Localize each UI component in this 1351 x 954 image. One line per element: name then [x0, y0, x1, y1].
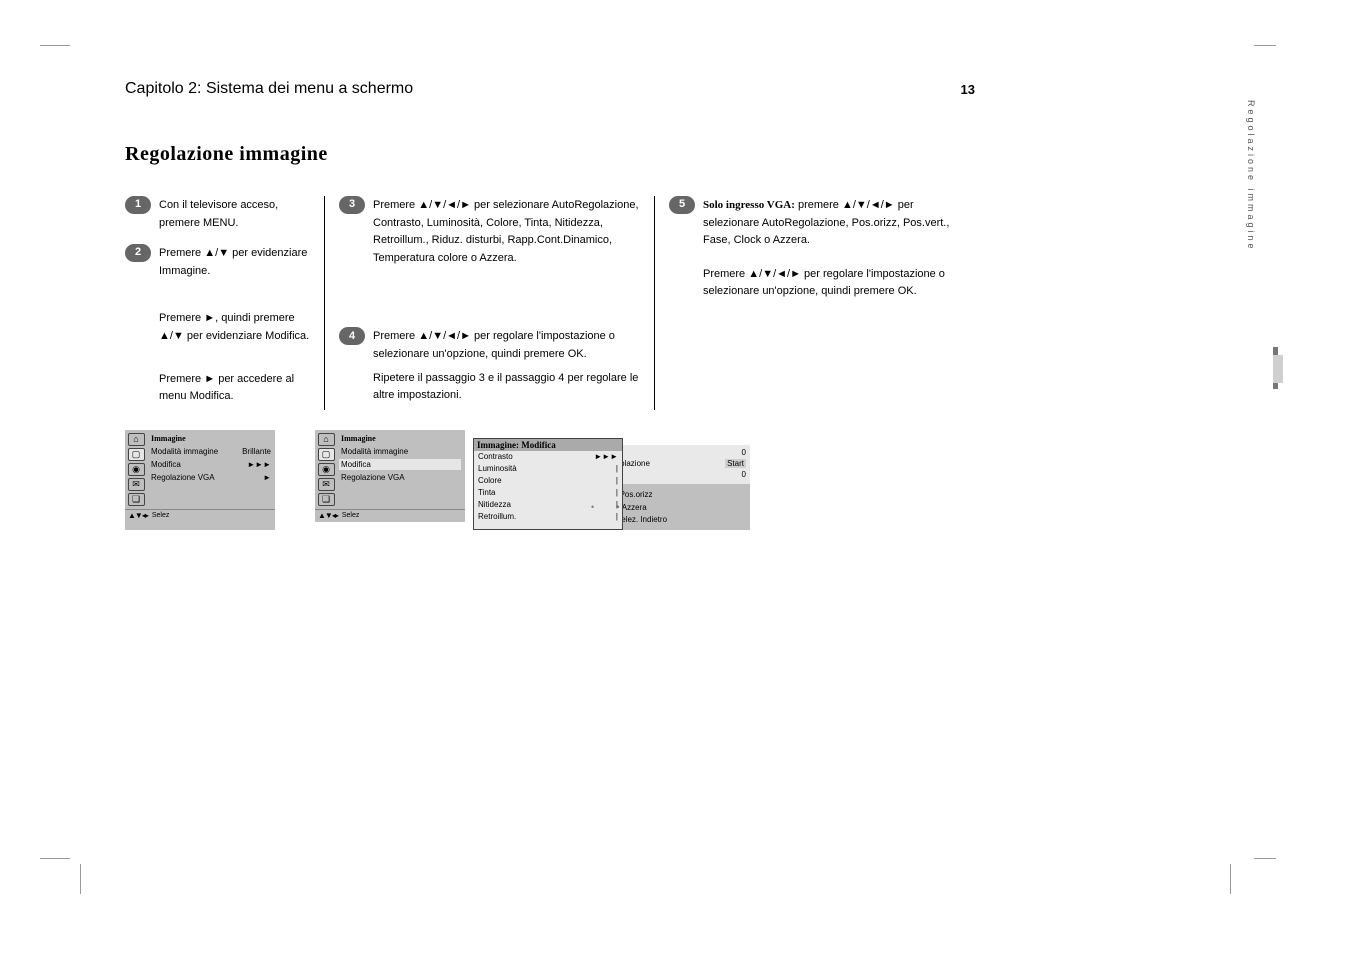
utility-icon: ✉ [318, 478, 335, 491]
osd-footer-1: ▲▼◂▸ Selez [125, 509, 275, 522]
slider-title: Immagine: Modifica [474, 439, 622, 451]
dpad-icon: ▲▼◂▸ [128, 511, 148, 520]
step-3-text: Premere ▲/▼/◄/► per selezionare AutoRego… [373, 196, 640, 267]
page-number: 13 [961, 82, 975, 97]
step-badge: 5 [669, 196, 695, 214]
bleed-tab [1273, 355, 1283, 383]
reg-mark-tr [1254, 45, 1276, 46]
osd-row: ⌂ ▢ ◉ ✉ ❏ Immagine Modalità immagineBril… [125, 430, 975, 530]
image-icon: ▢ [318, 448, 335, 461]
step-1-text: Con il televisore acceso, premere MENU. [159, 196, 310, 232]
step-2-text: Premere ▲/▼ per evidenziare Immagine. [159, 244, 310, 280]
osd-list-2: Immagine Modalità immagine Modifica Rego… [337, 430, 465, 509]
osd-slider-submenu: Immagine: Modifica Contrasto►►► Luminosi… [473, 438, 623, 530]
step-4: 4 Premere ▲/▼/◄/► per regolare l'imposta… [339, 327, 640, 363]
image-icon: ▢ [128, 448, 145, 461]
reg-mark-bl-v [80, 864, 81, 894]
step-3: 3 Premere ▲/▼/◄/► per selezionare AutoRe… [339, 196, 640, 267]
step-1: 1 Con il televisore acceso, premere MENU… [125, 196, 310, 232]
tv-icon: ⌂ [318, 433, 335, 446]
osd-menu-2: ⌂ ▢ ◉ ✉ ❏ Immagine Modalità immagine Mod… [315, 430, 465, 522]
step-4-sub: Ripetere il passaggio 3 e il passaggio 4… [373, 370, 640, 405]
tv-icon: ⌂ [128, 433, 145, 446]
page-content: Capitolo 2: Sistema dei menu a schermo 1… [125, 70, 975, 800]
lang-icon: ❏ [128, 493, 145, 506]
osd-menu-1: ⌂ ▢ ◉ ✉ ❏ Immagine Modalità immagineBril… [125, 430, 275, 530]
side-label: Regolazione immagine [1246, 100, 1256, 252]
step-4-text: Premere ▲/▼/◄/► per regolare l'impostazi… [373, 327, 640, 363]
osd-menu-2-wrap: ⌂ ▢ ◉ ✉ ❏ Immagine Modalità immagine Mod… [315, 430, 465, 530]
reg-mark-br-v [1230, 864, 1231, 894]
three-columns: 1 Con il televisore acceso, premere MENU… [125, 196, 975, 410]
step-5-line2: Premere ▲/▼/◄/► per regolare l'impostazi… [703, 266, 961, 301]
lang-icon: ❏ [318, 493, 335, 506]
reg-mark-br [1254, 858, 1276, 859]
step-2: 2 Premere ▲/▼ per evidenziare Immagine. [125, 244, 310, 280]
step-2-cont-a: Premere ►, quindi premere ▲/▼ per eviden… [159, 310, 310, 345]
column-3: 5 Solo ingresso VGA: premere ▲/▼/◄/► per… [655, 196, 975, 410]
step-badge: 2 [125, 244, 151, 262]
step-5: 5 Solo ingresso VGA: premere ▲/▼/◄/► per… [669, 196, 961, 250]
column-1: 1 Con il televisore acceso, premere MENU… [125, 196, 325, 410]
page-header: Capitolo 2: Sistema dei menu a schermo 1… [125, 70, 975, 108]
reg-mark-tl [40, 45, 70, 46]
osd-footer-2: ▲▼◂▸ Selez [315, 509, 465, 522]
osd-title: Immagine [151, 434, 186, 443]
column-2: 3 Premere ▲/▼/◄/► per selezionare AutoRe… [325, 196, 655, 410]
step-badge: 1 [125, 196, 151, 214]
sound-icon: ◉ [128, 463, 145, 476]
sound-icon: ◉ [318, 463, 335, 476]
dpad-icon: ▲▼◂▸ [318, 511, 338, 520]
osd-icon-col-2: ⌂ ▢ ◉ ✉ ❏ [315, 430, 337, 509]
step-badge: 4 [339, 327, 365, 345]
step-2-cont-b: Premere ► per accedere al menu Modifica. [159, 371, 310, 406]
utility-icon: ✉ [128, 478, 145, 491]
osd-list-1: Immagine Modalità immagineBrillante Modi… [147, 430, 275, 509]
section-title: Regolazione immagine [125, 143, 975, 166]
chapter-title: Capitolo 2: Sistema dei menu a schermo [125, 80, 413, 98]
osd-title-2: Immagine [341, 434, 376, 443]
reg-mark-bl [40, 858, 70, 859]
osd-icon-col: ⌂ ▢ ◉ ✉ ❏ [125, 430, 147, 509]
step-5-text: Solo ingresso VGA: premere ▲/▼/◄/► per s… [703, 196, 961, 250]
step-badge: 3 [339, 196, 365, 214]
